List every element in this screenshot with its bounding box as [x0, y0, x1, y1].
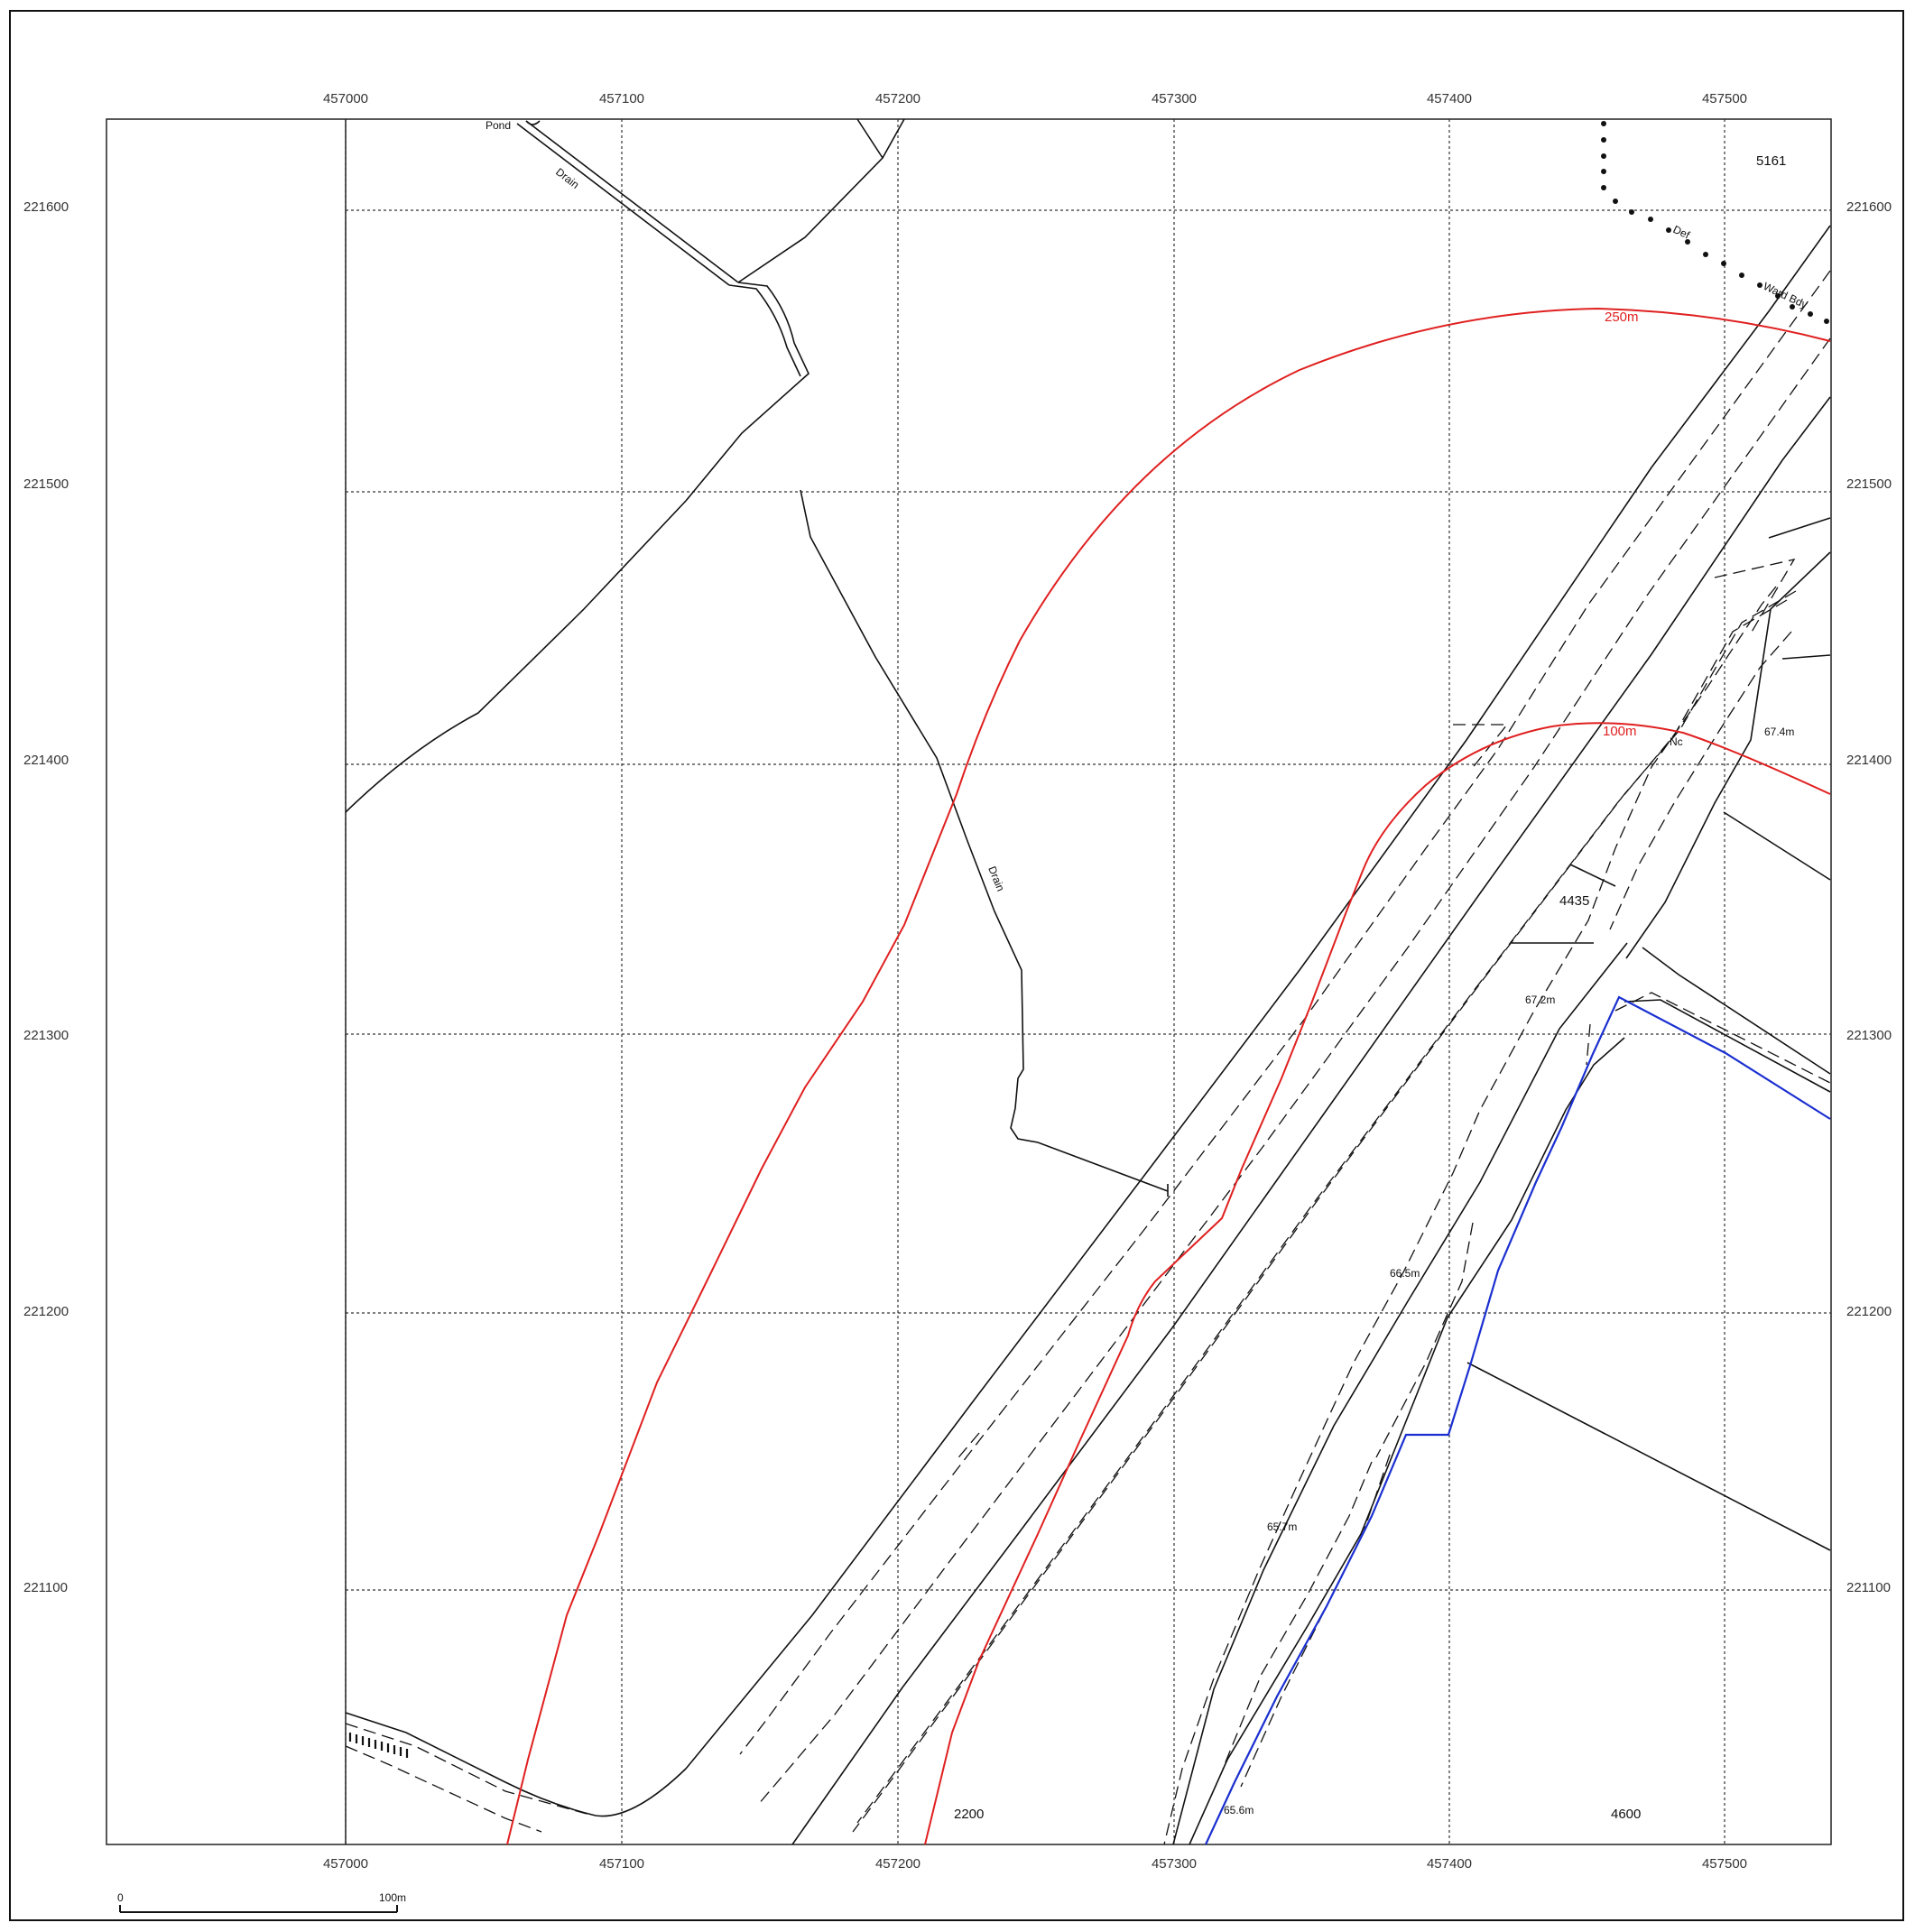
height-672-label: 67.2m: [1525, 994, 1555, 1006]
parcel-5161-label: 5161: [1756, 153, 1786, 169]
side-road-lane: [1614, 992, 1831, 1084]
buffer-100m: [924, 722, 1831, 1845]
nc-label: Nc: [1670, 735, 1683, 748]
easting-top-label: 457200: [875, 91, 920, 106]
height-656-label: 65.6m: [1224, 1804, 1254, 1816]
buffer-100m-label: 100m: [1603, 724, 1637, 739]
northing-left-label: 221400: [23, 753, 69, 768]
side-road-north-edge: [1642, 947, 1831, 1075]
height-674-label: 67.4m: [1764, 726, 1794, 738]
easting-bottom-label: 457500: [1702, 1856, 1747, 1872]
footway-line: [1240, 1454, 1391, 1788]
height-657-label: 65.7m: [1267, 1521, 1297, 1533]
northing-right-label: 221500: [1846, 476, 1892, 492]
roundabout-link-north: [1768, 517, 1831, 539]
easting-top-label: 457300: [1152, 91, 1197, 106]
easting-bottom-label: 457300: [1152, 1856, 1197, 1872]
easting-bottom-label: 457400: [1427, 1856, 1472, 1872]
buffer-250m-label: 250m: [1605, 310, 1639, 325]
northing-left-label: 221200: [23, 1304, 69, 1319]
southwest-road-lane: [345, 1723, 587, 1815]
bank-hatching: [348, 1733, 409, 1758]
scale-bar: 0 100m: [117, 1891, 406, 1913]
pond-outline: [525, 120, 541, 125]
carriageway-line: [739, 270, 1831, 1755]
northing-left-label: 221300: [23, 1028, 69, 1043]
side-road-lane-west: [1586, 1023, 1591, 1066]
drain-north-bank: [516, 123, 730, 286]
buffer-rings: [506, 307, 1831, 1845]
drain-central: [800, 489, 1169, 1192]
footway-line: [1222, 1461, 1373, 1770]
northing-left-label: 221500: [23, 476, 69, 492]
footway-line: [1375, 1222, 1474, 1458]
drain-north-bank: [525, 120, 739, 283]
pond-label: Pond: [486, 119, 511, 132]
easting-bottom-label: 457200: [875, 1856, 920, 1872]
drain-central-label: Drain: [985, 864, 1007, 893]
carriageway-line: [852, 590, 1797, 1833]
easting-top-label: 457400: [1427, 91, 1472, 106]
map-features: [345, 118, 1831, 1845]
southwest-road-lane: [345, 1745, 542, 1833]
field-boundary-north: [737, 118, 905, 283]
scale-bar-end-label: 100m: [379, 1891, 406, 1904]
buffer-250m: [506, 307, 1831, 1845]
grid-lines: [345, 119, 1831, 1844]
easting-top-label: 457000: [323, 91, 368, 106]
link-road-lane: [1609, 631, 1792, 930]
map-frame: [9, 10, 1904, 1921]
parcel-boundary-southeast: [1466, 1362, 1831, 1551]
roundabout-link: [1781, 654, 1831, 660]
field-boundary-nw-inner: [728, 284, 801, 377]
northing-right-label: 221600: [1846, 199, 1892, 215]
field-boundary-north-spur: [856, 118, 883, 159]
parcel-2200-label: 2200: [954, 1807, 984, 1822]
northing-right-label: 221300: [1846, 1028, 1892, 1043]
link-road-north-edge: [1625, 551, 1831, 959]
northing-right-label: 221200: [1846, 1304, 1892, 1319]
carriageway-line: [856, 599, 1788, 1824]
parcel-4435-label: 4435: [1559, 893, 1589, 909]
roundabout-island: [1714, 559, 1796, 634]
easting-top-label: 457500: [1702, 91, 1747, 106]
link-road-south-edge-west: [1172, 942, 1628, 1845]
northing-left-label: 221600: [23, 199, 69, 215]
parcel-boundary-4435-north: [1569, 864, 1616, 887]
link-road-centreline: [1163, 586, 1777, 1845]
northing-left-label: 221100: [23, 1580, 68, 1595]
side-road-south-edge: [1624, 999, 1831, 1093]
ward-boundary-label: Ward Bdy: [1762, 280, 1809, 311]
map-panel-border: [106, 118, 1832, 1845]
link-road-south-edge: [1189, 1037, 1625, 1845]
site-boundary: [1205, 995, 1831, 1845]
easting-bottom-label: 457100: [599, 1856, 644, 1872]
carriageway-dashes: [345, 270, 1831, 1845]
northing-right-label: 221100: [1846, 1580, 1891, 1595]
verge-tick: [954, 1432, 980, 1463]
carriageway-line: [757, 337, 1831, 1806]
easting-top-label: 457100: [599, 91, 644, 106]
northing-right-label: 221400: [1846, 753, 1892, 768]
easting-bottom-label: 457000: [323, 1856, 368, 1872]
ward-boundary-dots: [1601, 121, 1829, 324]
def-label: Def: [1671, 223, 1692, 242]
height-665-label: 66.5m: [1390, 1267, 1420, 1280]
parcel-boundary-east: [1723, 811, 1831, 881]
field-boundary-nw: [345, 282, 809, 813]
road-corridor-north-edge: [345, 225, 1831, 1817]
scale-bar-start-label: 0: [117, 1891, 124, 1904]
parcel-4600-label: 4600: [1611, 1807, 1641, 1822]
road-corridor-south-edge: [791, 396, 1831, 1845]
